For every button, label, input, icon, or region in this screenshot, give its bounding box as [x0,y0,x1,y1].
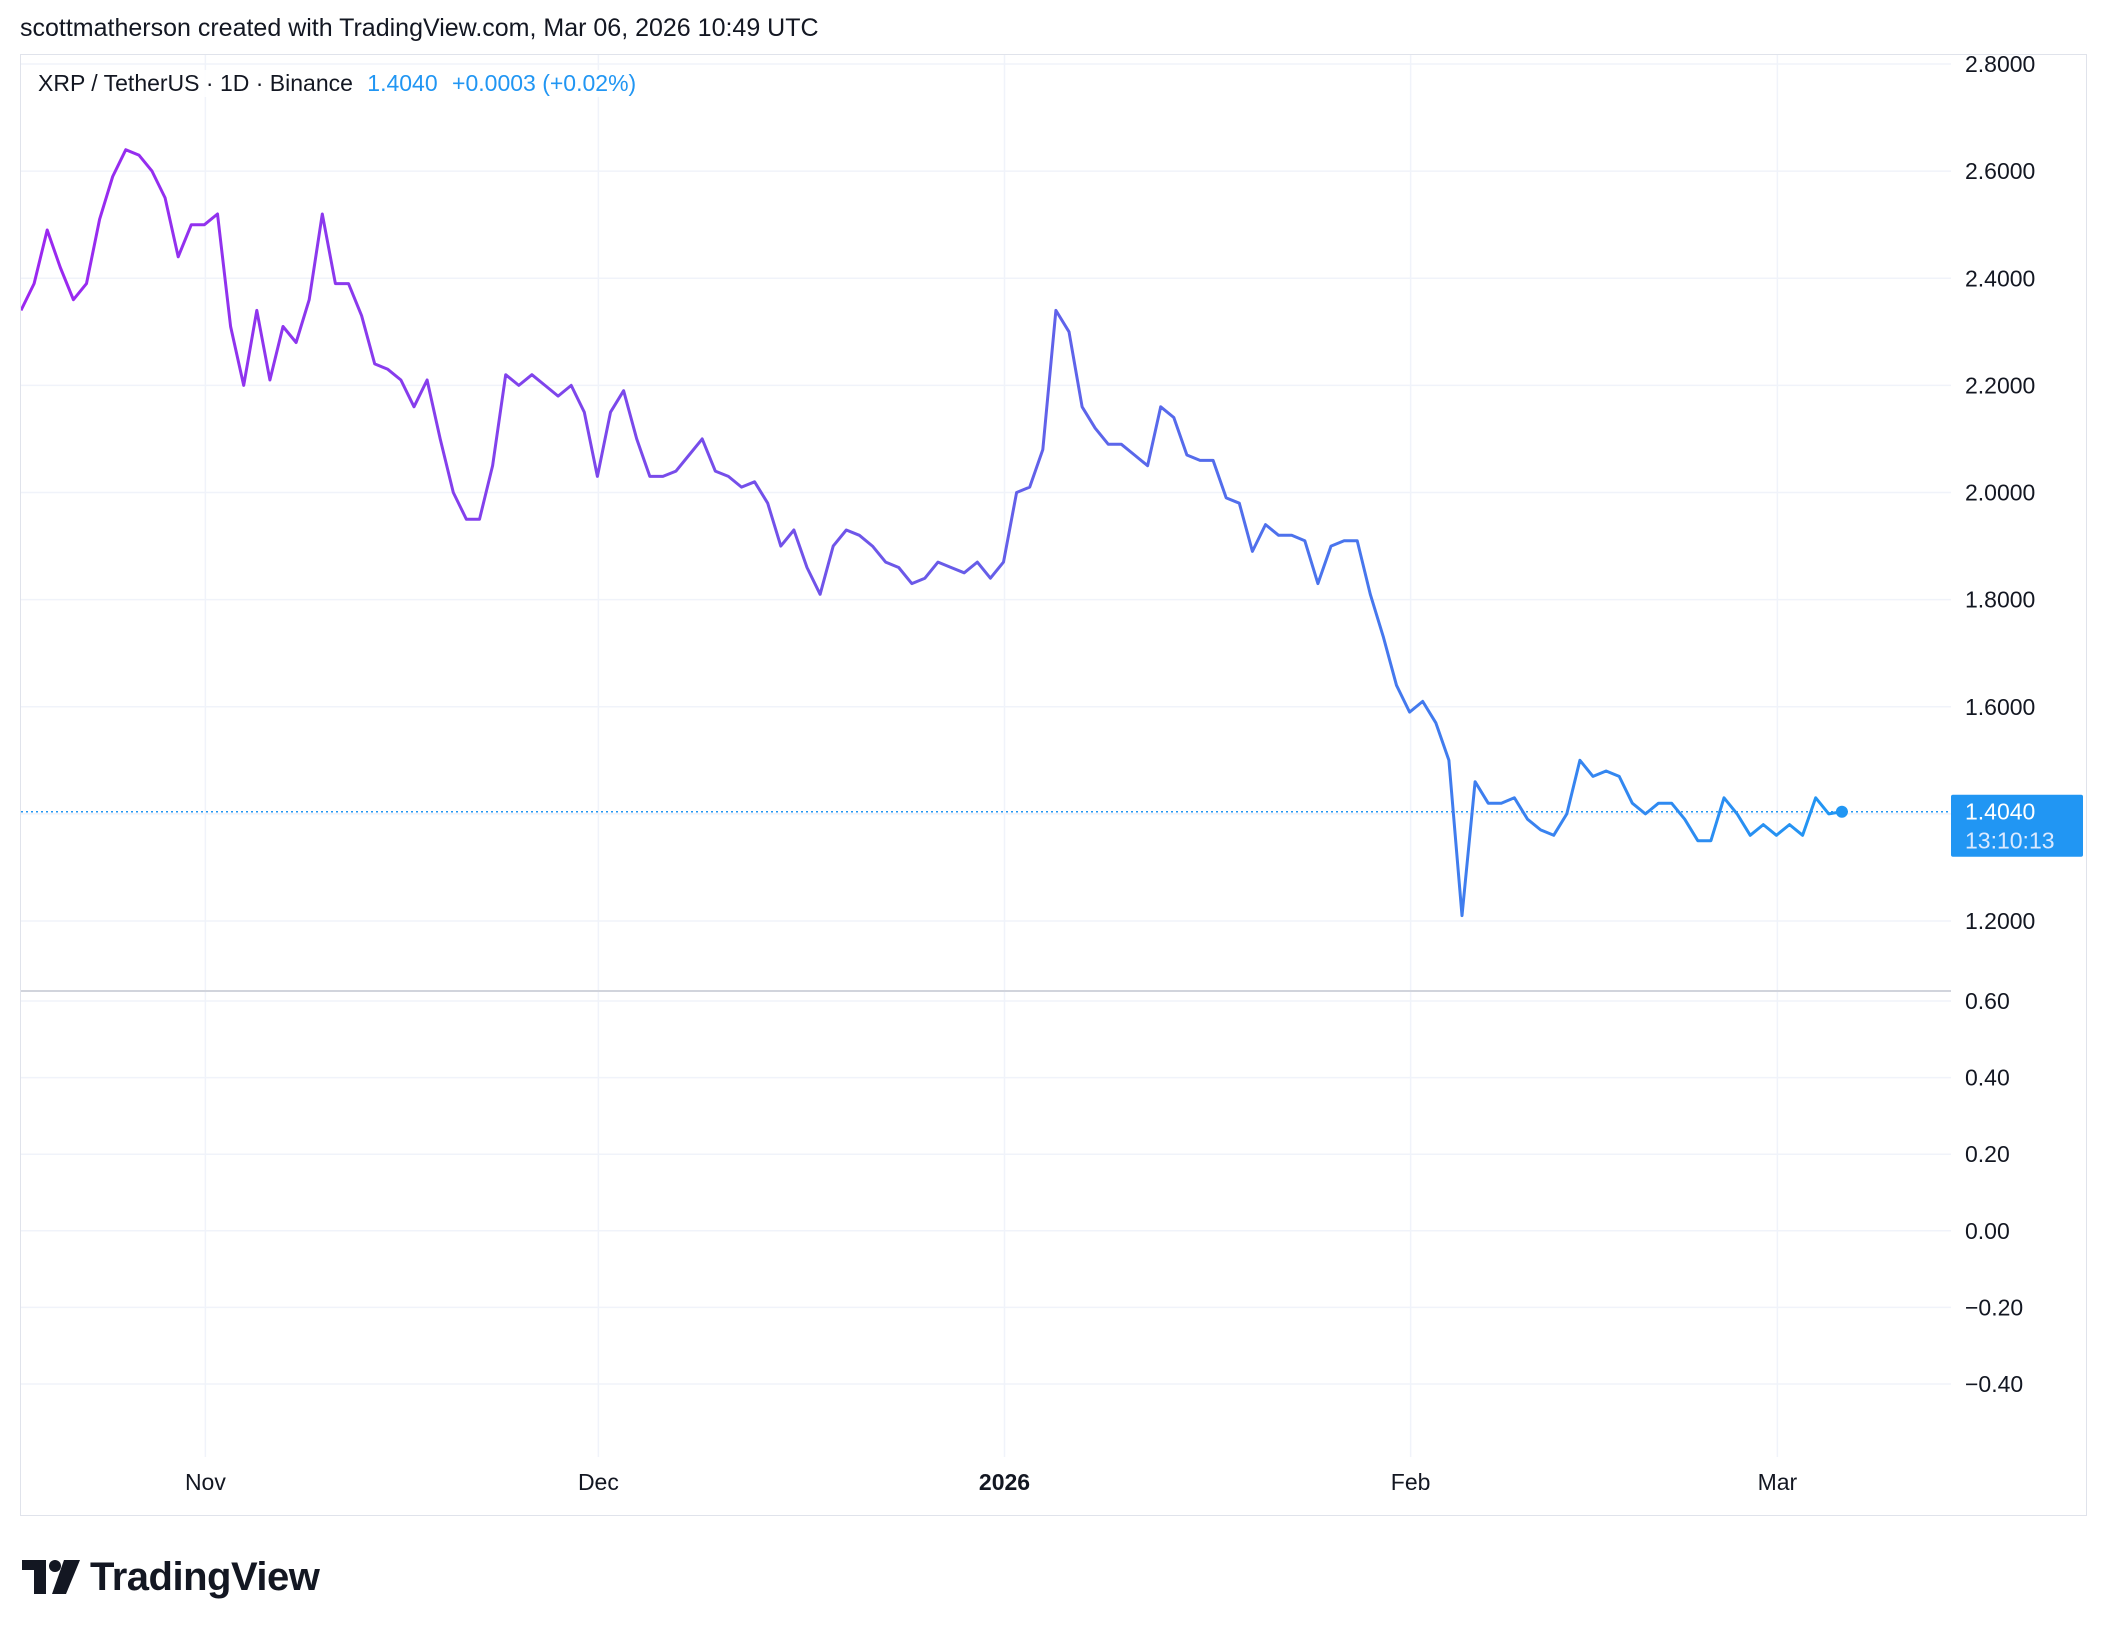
last-price-dot [1835,805,1848,818]
tradingview-wordmark: TradingView [90,1555,320,1599]
oscillator-tick-label: 0.60 [1965,988,2010,1014]
price-tick-label: 1.8000 [1965,587,2035,613]
oscillator-tick-label: 0.20 [1965,1141,2010,1167]
badge-countdown: 13:10:13 [1965,828,2055,854]
price-tick-label: 1.6000 [1965,694,2035,720]
price-tick-label: 2.4000 [1965,265,2035,291]
grid-lines [21,55,1951,1457]
oscillator-tick-label: 0.00 [1965,1218,2010,1244]
price-tick-label: 2.0000 [1965,480,2035,506]
price-chart[interactable]: 2.8000 2.6000 2.4000 2.2000 2.0000 1.8000 1.60… [21,55,2088,1517]
time-tick-label: Dec [578,1469,619,1495]
last-price-badge: 1.4040 13:10:13 [1951,794,2083,857]
chart-attribution: scottmatherson created with TradingView.… [20,14,819,42]
chart-frame[interactable]: 2.8000 2.6000 2.4000 2.2000 2.0000 1.8000 1.60… [20,54,2087,1516]
symbol-legend[interactable]: XRP / TetherUS · 1D · Binance 1.4040 +0.… [36,70,639,97]
legend-price: 1.4040 [367,70,438,96]
time-tick-label: Mar [1758,1469,1798,1495]
tradingview-logo-icon [22,1559,80,1594]
price-series-line [21,148,1843,918]
price-tick-label: 1.2000 [1965,908,2035,934]
time-tick-label: 2026 [979,1469,1030,1495]
price-axis[interactable]: 2.8000 2.6000 2.4000 2.2000 2.0000 1.8000 1.60… [1965,55,2035,934]
tradingview-logo[interactable]: TradingView [22,1555,320,1600]
legend-change: +0.0003 (+0.02%) [452,70,637,96]
oscillator-axis[interactable]: 0.60 0.40 0.20 0.00 −0.20 −0.40 [1965,988,2023,1397]
price-tick-label: 2.8000 [1965,55,2035,77]
time-tick-label: Feb [1391,1469,1431,1495]
price-tick-label: 2.6000 [1965,158,2035,184]
price-tick-label: 2.2000 [1965,372,2035,398]
oscillator-tick-label: 0.40 [1965,1065,2010,1091]
badge-price: 1.4040 [1965,799,2035,825]
oscillator-tick-label: −0.40 [1965,1371,2023,1397]
time-axis[interactable]: Nov Dec 2026 Feb Mar [185,1469,1798,1495]
symbol-title[interactable]: XRP / TetherUS · 1D · Binance [38,70,353,96]
time-tick-label: Nov [185,1469,226,1495]
oscillator-tick-label: −0.20 [1965,1294,2023,1320]
